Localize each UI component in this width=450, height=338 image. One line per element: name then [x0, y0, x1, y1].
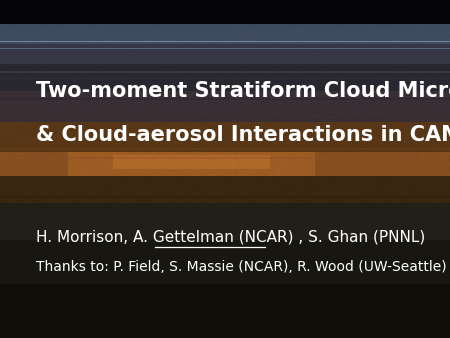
Bar — [0, 0, 450, 27]
Bar — [0, 78, 450, 79]
Bar — [0, 210, 450, 211]
Bar — [0, 71, 450, 73]
Text: & Cloud-aerosol Interactions in CAM: & Cloud-aerosol Interactions in CAM — [36, 125, 450, 145]
Bar — [0, 157, 450, 159]
Bar — [0, 203, 450, 243]
Bar — [0, 119, 450, 120]
Text: Two-moment Stratiform Cloud Microphysics: Two-moment Stratiform Cloud Microphysics — [36, 81, 450, 101]
Bar — [0, 152, 450, 179]
Bar — [0, 240, 450, 287]
Bar — [0, 196, 450, 198]
Text: H. Morrison, A. Gettelman (NCAR) , S. Ghan (PNNL): H. Morrison, A. Gettelman (NCAR) , S. Gh… — [36, 229, 425, 244]
Bar — [0, 91, 450, 125]
Text: Thanks to: P. Field, S. Massie (NCAR), R. Wood (UW-Seattle): Thanks to: P. Field, S. Massie (NCAR), R… — [36, 260, 446, 274]
Bar — [0, 24, 450, 47]
Bar — [0, 176, 450, 210]
Bar — [112, 155, 270, 169]
Bar — [0, 64, 450, 95]
Bar — [0, 148, 450, 150]
Bar — [0, 98, 450, 100]
Bar — [0, 48, 450, 49]
Bar — [68, 152, 315, 176]
Bar — [0, 284, 450, 338]
Bar — [0, 44, 450, 68]
Bar — [0, 122, 450, 155]
Bar — [0, 41, 450, 42]
